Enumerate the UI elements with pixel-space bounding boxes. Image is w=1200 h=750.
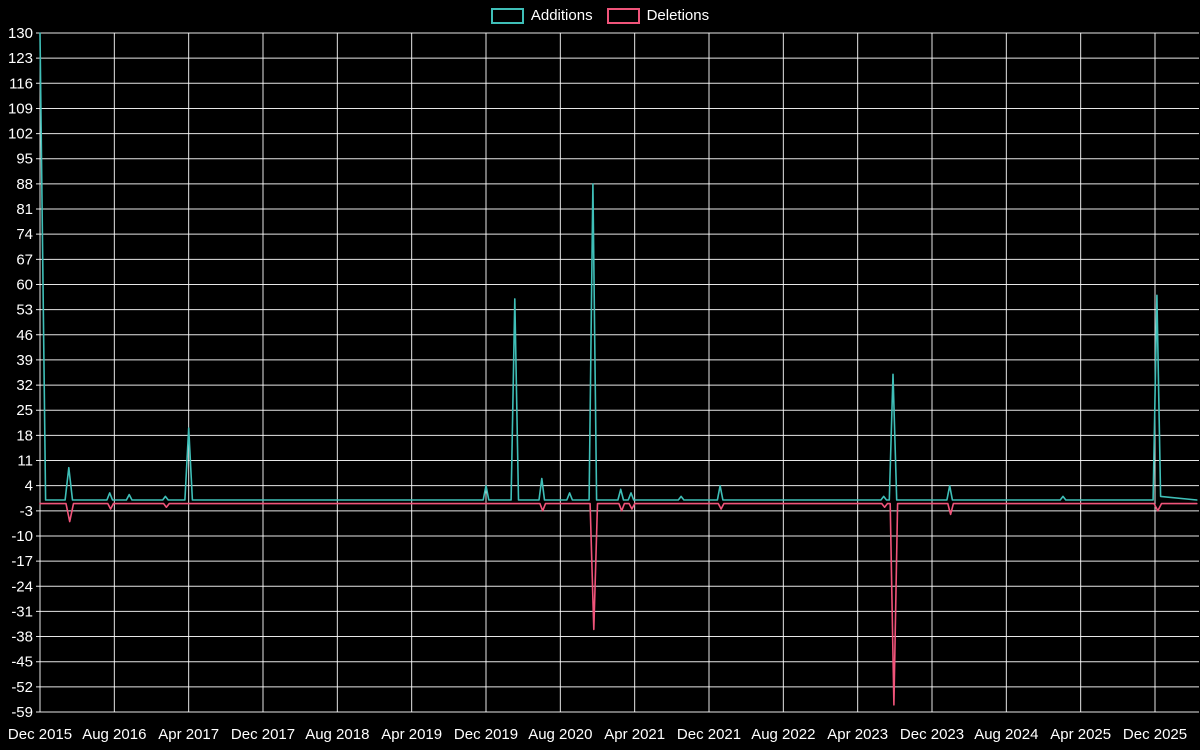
y-tick-label: 4 (25, 478, 33, 495)
x-tick-label: Aug 2022 (751, 726, 815, 743)
legend-item-deletions[interactable]: Deletions (606, 7, 710, 25)
y-tick-label: 88 (16, 176, 33, 193)
y-tick-label: -10 (11, 528, 33, 545)
x-tick-label: Dec 2017 (231, 726, 295, 743)
y-tick-label: 81 (16, 201, 33, 218)
y-tick-label: -17 (11, 553, 33, 570)
legend-label-deletions: Deletions (646, 7, 710, 24)
y-tick-label: 60 (16, 276, 33, 293)
y-tick-label: 130 (8, 25, 33, 42)
y-tick-label: 116 (9, 75, 33, 92)
legend-label-additions: Additions (530, 7, 593, 24)
y-tick-label: 67 (16, 251, 33, 268)
x-tick-label: Dec 2023 (900, 726, 964, 743)
y-tick-label: 25 (16, 402, 33, 419)
x-tick-label: Dec 2015 (8, 726, 72, 743)
y-tick-label: 123 (8, 50, 33, 67)
x-tick-label: Apr 2023 (827, 726, 888, 743)
x-tick-label: Aug 2016 (82, 726, 146, 743)
x-tick-label: Apr 2021 (604, 726, 665, 743)
x-tick-label: Aug 2020 (528, 726, 592, 743)
y-tick-label: -3 (20, 503, 33, 520)
legend-item-additions[interactable]: Additions (490, 7, 593, 25)
y-tick-label: 53 (16, 302, 33, 319)
gridlines (36, 32, 1199, 713)
x-tick-label: Apr 2019 (381, 726, 442, 743)
y-tick-label: 95 (16, 151, 33, 168)
y-tick-label: -38 (11, 629, 33, 646)
x-tick-label: Dec 2021 (677, 726, 741, 743)
x-tick-label: Dec 2025 (1123, 726, 1187, 743)
y-tick-label: 39 (16, 352, 33, 369)
x-tick-label: Aug 2024 (974, 726, 1038, 743)
y-tick-label: -31 (11, 603, 33, 620)
x-tick-label: Aug 2018 (305, 726, 369, 743)
x-tick-label: Apr 2025 (1050, 726, 1111, 743)
additions-line (39, 32, 1198, 501)
additions-swatch-icon (490, 8, 524, 24)
y-tick-label: 11 (17, 453, 33, 470)
y-tick-label: -59 (11, 704, 33, 721)
x-tick-label: Apr 2017 (158, 726, 219, 743)
legend: Additions Deletions (0, 7, 1200, 25)
y-tick-label: 46 (16, 327, 33, 344)
x-tick-label: Dec 2019 (454, 726, 518, 743)
y-tick-label: -45 (11, 654, 33, 671)
y-tick-label: 109 (8, 100, 33, 117)
y-tick-label: -24 (11, 578, 33, 595)
y-tick-label: 32 (16, 377, 33, 394)
y-tick-label: 18 (16, 427, 33, 444)
deletions-line (39, 502, 1198, 706)
y-tick-label: 102 (8, 126, 33, 143)
y-tick-label: -52 (11, 679, 33, 696)
deletions-swatch-icon (606, 8, 640, 24)
y-tick-label: 74 (16, 226, 33, 243)
